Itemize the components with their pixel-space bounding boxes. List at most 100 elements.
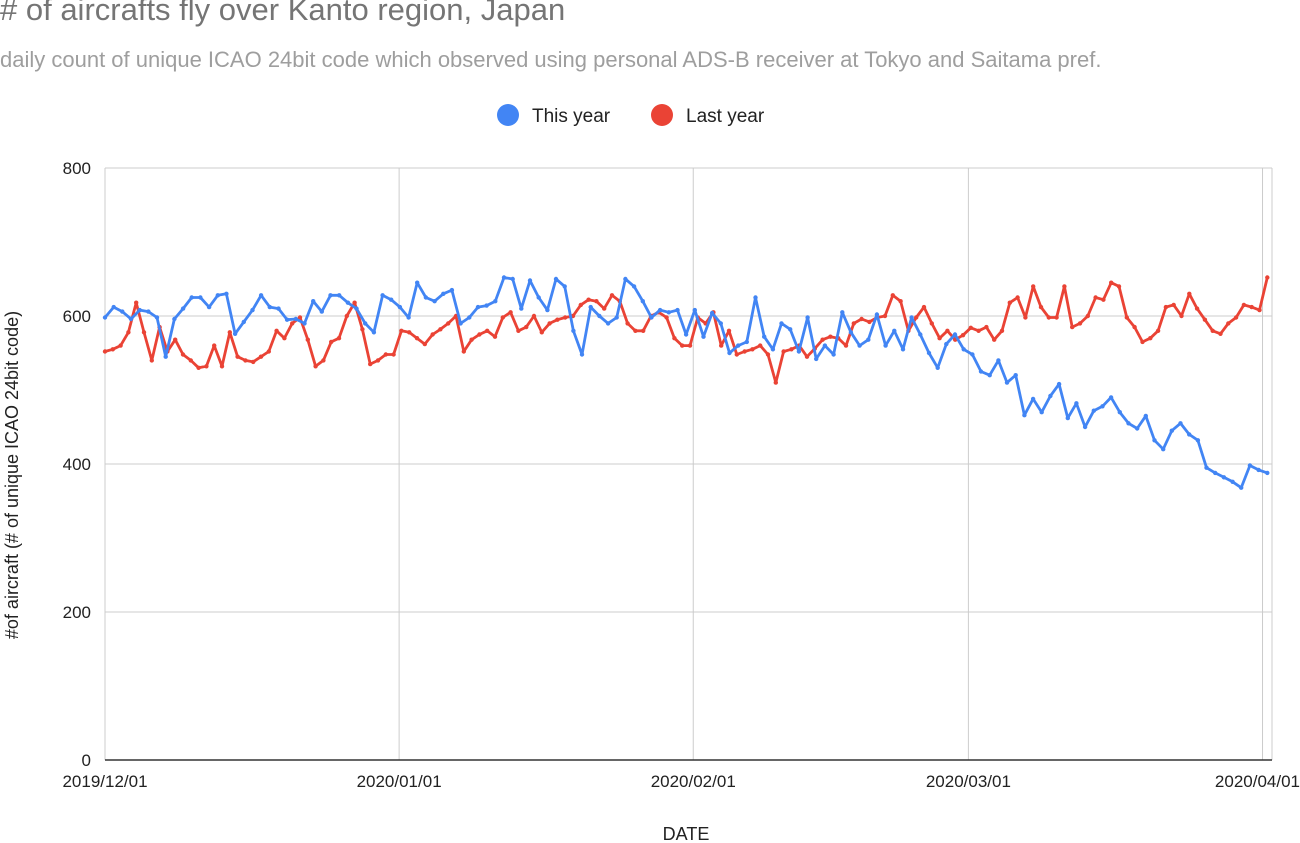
data-point xyxy=(788,327,793,332)
data-point xyxy=(539,330,544,335)
data-point xyxy=(391,352,396,357)
data-point xyxy=(449,287,455,293)
data-point xyxy=(1126,421,1131,426)
data-point xyxy=(1169,428,1175,433)
data-point xyxy=(921,304,927,310)
data-point xyxy=(1062,284,1067,289)
data-point xyxy=(484,303,489,308)
data-point xyxy=(536,295,541,300)
x-tick-label: 2020/02/01 xyxy=(651,772,736,791)
data-point xyxy=(519,306,524,311)
data-point xyxy=(215,293,220,298)
data-point xyxy=(742,349,747,354)
data-point xyxy=(227,330,232,335)
data-point xyxy=(1065,415,1071,421)
data-point xyxy=(102,349,108,354)
data-point xyxy=(212,343,217,348)
data-point xyxy=(329,339,334,345)
data-point xyxy=(555,317,560,322)
data-point xyxy=(510,276,515,282)
data-point xyxy=(458,321,463,326)
data-point xyxy=(1015,295,1020,300)
data-point xyxy=(987,373,992,378)
data-point xyxy=(562,284,567,289)
data-point xyxy=(1226,321,1231,326)
data-point xyxy=(1256,467,1261,473)
data-point xyxy=(423,295,429,300)
data-point xyxy=(313,364,318,369)
data-point xyxy=(282,336,287,341)
data-point xyxy=(773,380,778,385)
data-point xyxy=(649,315,654,320)
y-tick-label: 0 xyxy=(82,751,91,770)
data-point xyxy=(1265,470,1270,476)
data-point xyxy=(866,337,871,342)
data-point xyxy=(524,324,529,330)
data-point xyxy=(579,352,585,357)
data-point xyxy=(1148,336,1153,341)
data-point xyxy=(1085,313,1091,319)
data-point xyxy=(734,352,739,357)
data-point xyxy=(828,334,833,339)
data-point xyxy=(180,306,186,311)
x-tick-label: 2019/12/01 xyxy=(62,772,147,791)
data-point xyxy=(1161,447,1166,452)
x-tick-label: 2020/03/01 xyxy=(926,772,1011,791)
data-point xyxy=(290,321,295,326)
data-point xyxy=(415,280,420,285)
data-point xyxy=(666,310,671,315)
data-point xyxy=(344,313,349,319)
data-point xyxy=(1056,381,1062,387)
data-point xyxy=(196,365,201,370)
data-point xyxy=(1054,315,1059,320)
data-point xyxy=(859,316,864,322)
data-point xyxy=(631,284,637,289)
data-point xyxy=(820,337,825,342)
legend-marker-last-year xyxy=(651,104,673,126)
chart-subtitle: daily count of unique ICAO 24bit code wh… xyxy=(0,47,1102,72)
data-point xyxy=(675,307,680,313)
data-point xyxy=(389,297,394,302)
data-point xyxy=(1213,470,1218,476)
data-point xyxy=(250,307,255,313)
data-point xyxy=(831,352,836,357)
data-point xyxy=(796,349,802,354)
data-point xyxy=(1210,328,1215,333)
data-point xyxy=(944,341,949,347)
data-point xyxy=(406,315,411,320)
data-point xyxy=(276,306,281,311)
data-point xyxy=(898,299,903,304)
data-point xyxy=(553,276,559,282)
data-point xyxy=(605,321,611,326)
data-point xyxy=(1204,465,1209,470)
data-point xyxy=(141,330,147,335)
data-point xyxy=(154,315,160,320)
data-point xyxy=(189,295,194,300)
data-point xyxy=(137,307,142,313)
data-point xyxy=(446,321,451,326)
data-point xyxy=(336,336,342,341)
data-point xyxy=(779,321,784,326)
data-point xyxy=(1022,413,1027,418)
data-point xyxy=(900,347,906,352)
x-tick-label: 2020/04/01 xyxy=(1215,772,1300,791)
data-point xyxy=(992,337,997,342)
data-point xyxy=(477,332,482,337)
data-point xyxy=(241,319,246,325)
data-point xyxy=(1221,475,1227,480)
data-point xyxy=(492,334,498,339)
data-point xyxy=(781,349,786,354)
x-axis-title: DATE xyxy=(663,824,710,843)
data-point xyxy=(430,332,435,337)
data-point xyxy=(302,321,307,326)
series-line xyxy=(104,277,1269,385)
data-point xyxy=(633,328,638,333)
data-point xyxy=(375,358,381,363)
data-point xyxy=(701,334,706,339)
data-point xyxy=(1100,404,1105,409)
data-point xyxy=(547,321,552,326)
data-point xyxy=(882,313,888,319)
data-point xyxy=(1178,421,1183,426)
data-point xyxy=(219,364,225,369)
data-point xyxy=(371,330,377,335)
